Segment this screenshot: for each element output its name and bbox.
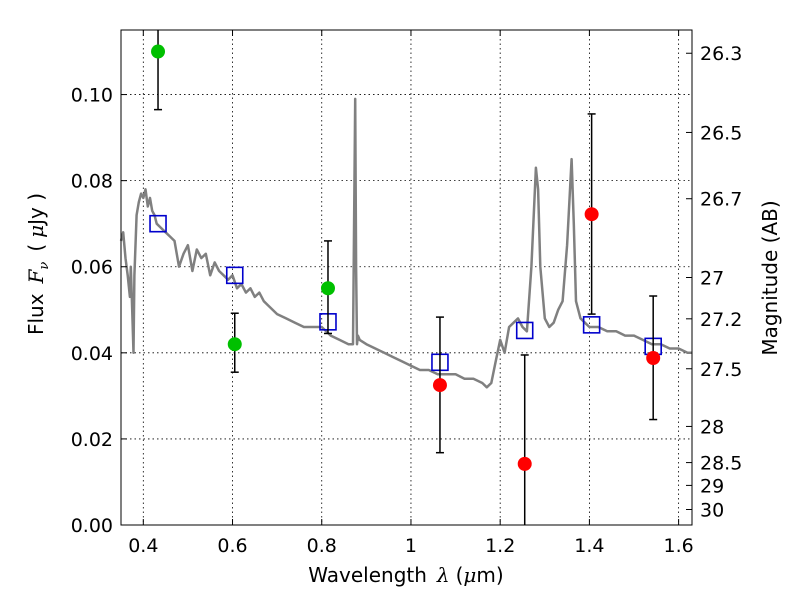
observed-point-green [320, 281, 335, 296]
y2-tick-label: 27.5 [700, 359, 742, 381]
y2-tick-label: 28 [700, 416, 724, 438]
y-tick-label: 0.10 [71, 85, 113, 107]
observed-point-red [646, 350, 661, 365]
y-tick-label: 0.02 [71, 429, 113, 451]
y2-tick-label: 26.3 [700, 43, 742, 65]
model-photometry-square [582, 316, 601, 334]
y-axis-label: FluxFν(μJy ) [24, 193, 52, 335]
y2-tick-label: 30 [700, 500, 724, 522]
observed-point-red [584, 207, 599, 222]
y2-tick-label: 26.5 [700, 122, 742, 144]
x-tick-label: 1.2 [485, 535, 515, 557]
y2-tick-label: 27 [700, 268, 724, 290]
observed-point-green [151, 44, 166, 59]
y-tick-label: 0.08 [71, 171, 113, 193]
x-tick-label: 1.4 [574, 535, 604, 557]
observed-point-red [517, 456, 532, 471]
x-tick-label: 1 [405, 535, 417, 557]
y2-tick-label: 27.2 [700, 309, 742, 331]
model-photometry-square [225, 266, 244, 285]
model-photometry-square [149, 214, 167, 233]
model-spectrum-line [119, 97, 692, 389]
y-tick-label: 0.04 [71, 343, 113, 365]
y-tick-label: 0.00 [71, 515, 113, 537]
x-tick-label: 0.4 [128, 535, 158, 557]
observed-point-red [432, 378, 447, 393]
x-axis-label: Wavelength λ (μm) [308, 563, 503, 587]
axes-ticks: 0.4 0.6 0.8 1 1.2 1.4 1.6 0.00 0.02 0.04 0.06 0.08 0… [71, 30, 742, 557]
y2-axis-label: Magnitude (AB) [758, 200, 782, 355]
y2-tick-label: 29 [700, 475, 724, 497]
y2-tick-label: 28.5 [700, 453, 742, 475]
plot-area [119, 30, 692, 525]
x-tick-label: 0.6 [217, 535, 247, 557]
observed-point-green [227, 337, 242, 352]
y-tick-label: 0.06 [71, 257, 113, 279]
x-tick-label: 0.8 [307, 535, 337, 557]
x-tick-label: 1.6 [664, 535, 694, 557]
y2-tick-label: 26.7 [700, 189, 742, 211]
model-photometry-square [515, 321, 534, 340]
